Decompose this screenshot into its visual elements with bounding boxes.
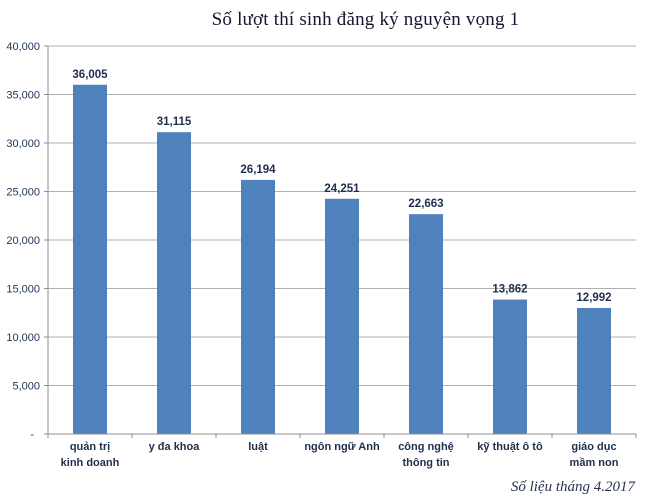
y-tick-label: - [30, 429, 34, 441]
y-tick-label: 25,000 [6, 187, 40, 199]
category-label: công nghệ [398, 441, 454, 453]
chart-title: Số lượt thí sinh đăng ký nguyện vọng 1 [211, 9, 520, 30]
category-label: y đa khoa [149, 441, 201, 453]
bar [73, 84, 107, 435]
category-label: kinh doanh [61, 457, 120, 469]
y-tick-label: 30,000 [6, 138, 40, 150]
bar-value-label: 12,992 [576, 292, 611, 304]
y-tick-label: 20,000 [6, 235, 40, 247]
category-label: thông tin [402, 457, 449, 469]
y-tick-label: 10,000 [6, 332, 40, 344]
bar-value-label: 24,251 [324, 183, 360, 195]
bar-value-label: 22,663 [408, 198, 443, 210]
bar-value-label: 36,005 [72, 69, 108, 81]
y-tick-label: 35,000 [6, 90, 40, 102]
category-label: giáo dục [571, 441, 616, 453]
y-tick-label: 15,000 [6, 284, 40, 296]
y-tick-label: 5,000 [12, 381, 40, 393]
source-note: Số liệu tháng 4.2017 [510, 479, 635, 495]
bar-value-label: 26,194 [240, 164, 276, 176]
y-tick-label: 40,000 [6, 41, 40, 53]
category-label: kỹ thuật ô tô [477, 441, 543, 453]
bar [325, 198, 359, 434]
bar-value-label: 13,862 [492, 284, 527, 296]
bar [241, 179, 275, 434]
category-label: mầm non [570, 457, 619, 469]
bar [577, 307, 611, 434]
bar [157, 132, 191, 434]
bar-value-label: 31,115 [157, 116, 192, 128]
category-label: ngôn ngữ Anh [304, 441, 380, 453]
category-label: luật [248, 441, 268, 453]
category-label: quản trị [70, 441, 110, 453]
bar [493, 299, 527, 434]
bar [409, 214, 443, 434]
